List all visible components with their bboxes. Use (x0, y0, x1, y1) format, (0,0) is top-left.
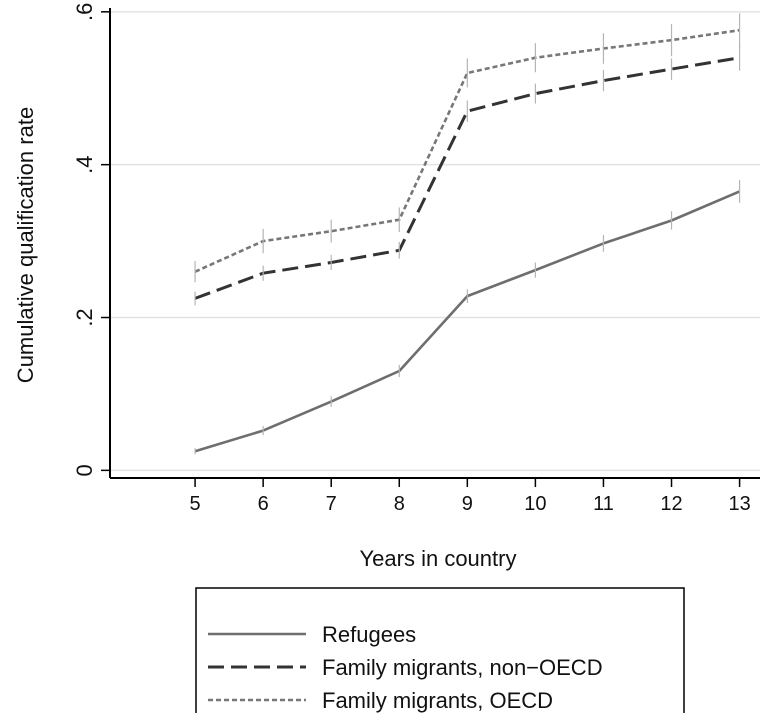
x-axis-title: Years in country (360, 546, 517, 571)
legend: Refugees Family migrants, non−OECD Family … (195, 587, 685, 713)
y-tick-label: .2 (72, 308, 97, 326)
x-tick-label: 9 (462, 493, 473, 515)
x-tick-label: 7 (326, 493, 337, 515)
x-tick-label: 13 (728, 493, 750, 515)
y-tick-label: .6 (72, 3, 97, 21)
series-lines (194, 28, 741, 453)
series-line-1 (194, 190, 741, 453)
legend-box (195, 587, 685, 713)
gridlines (110, 11, 760, 472)
x-tick-label: 10 (524, 493, 546, 515)
legend-label-3: Family migrants, OECD (322, 688, 553, 713)
x-tick-label: 12 (660, 493, 682, 515)
legend-label-2: Family migrants, non−OECD (322, 655, 603, 680)
series-line-3 (194, 28, 740, 273)
x-tick-label: 6 (258, 493, 269, 515)
axes (109, 8, 760, 479)
x-tick-label: 11 (593, 493, 614, 515)
y-tick-label: .4 (72, 155, 97, 173)
y-axis-title: Cumulative qualification rate (13, 107, 38, 383)
x-tick-label: 5 (190, 493, 201, 515)
y-ticks: 0 .2 .4 .6 (72, 3, 110, 476)
y-tick-label: 0 (72, 464, 97, 476)
x-ticks: 5 6 7 8 9 10 11 12 13 (190, 478, 751, 515)
error-bars (194, 13, 741, 455)
legend-label-1: Refugees (322, 622, 416, 647)
x-tick-label: 8 (394, 493, 405, 515)
series-line-2 (194, 56, 740, 300)
